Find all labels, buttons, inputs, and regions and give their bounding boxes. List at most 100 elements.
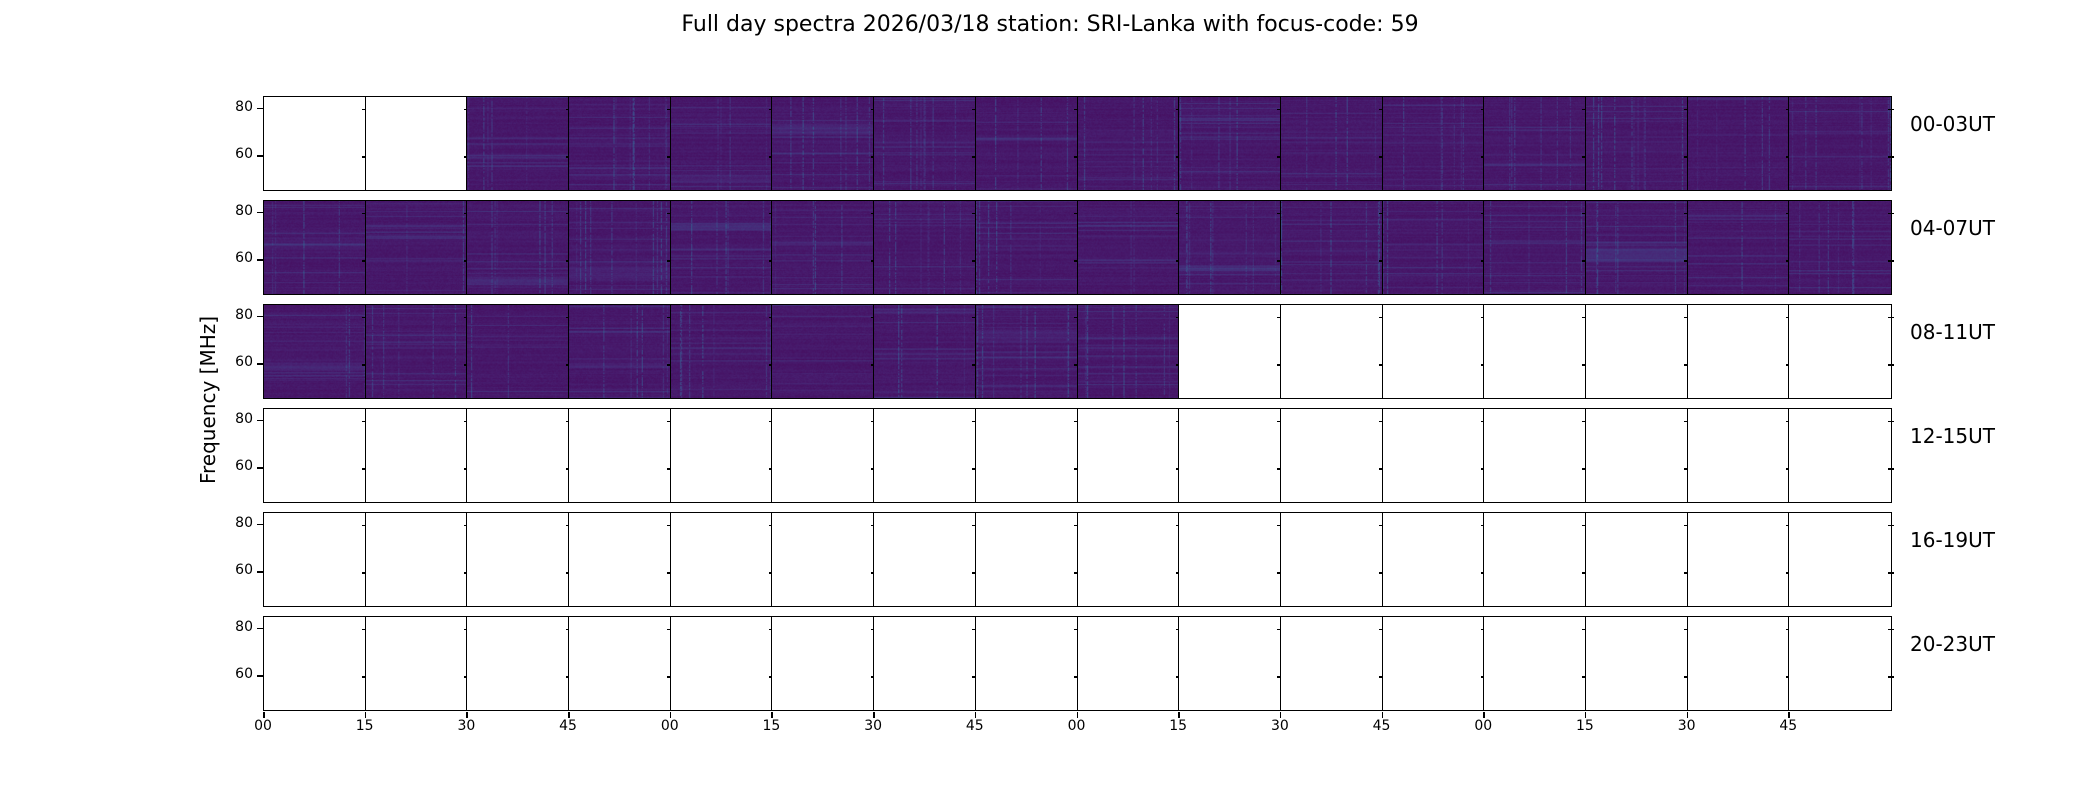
empty-panel bbox=[1076, 616, 1182, 711]
spectrogram-panel bbox=[771, 304, 877, 399]
panel-y-tick bbox=[1887, 524, 1894, 527]
y-tick bbox=[257, 467, 263, 469]
y-tick-label: 60 bbox=[235, 250, 253, 267]
panel-y-tick bbox=[1887, 572, 1894, 574]
spectrogram-image bbox=[772, 305, 874, 398]
y-tick-label: 60 bbox=[235, 354, 253, 371]
y-tick-label: 80 bbox=[235, 306, 253, 323]
y-tick-label: 60 bbox=[235, 562, 253, 579]
spectrogram-panel bbox=[974, 96, 1080, 191]
spectrogram-image bbox=[569, 305, 671, 398]
spectrogram-image bbox=[1789, 97, 1891, 190]
empty-panel bbox=[1076, 408, 1182, 503]
x-tick-label: 30 bbox=[457, 718, 476, 734]
spectrogram-panel bbox=[1178, 96, 1284, 191]
spectrogram-panel bbox=[1584, 200, 1691, 295]
empty-panel bbox=[771, 512, 877, 607]
x-tick-label: 15 bbox=[1576, 718, 1594, 734]
y-tick-label: 60 bbox=[235, 146, 253, 163]
spectrogram-panel bbox=[873, 304, 979, 399]
x-tick bbox=[1686, 712, 1689, 718]
empty-panel bbox=[1279, 304, 1386, 399]
spectrogram-panel bbox=[669, 96, 775, 191]
spectrogram-panel bbox=[1279, 200, 1386, 295]
x-tick-label: 00 bbox=[1474, 718, 1493, 734]
x-tick bbox=[771, 712, 773, 718]
empty-panel bbox=[1686, 408, 1792, 503]
empty-panel bbox=[1483, 408, 1589, 503]
spectrogram-panel bbox=[669, 200, 775, 295]
panel-y-tick bbox=[1887, 316, 1894, 319]
y-tick bbox=[257, 107, 263, 110]
empty-panel bbox=[1381, 304, 1487, 399]
y-tick bbox=[257, 419, 263, 422]
empty-panel bbox=[1279, 408, 1386, 503]
spectrogram-image bbox=[467, 305, 569, 398]
spectrogram-panel bbox=[1076, 304, 1182, 399]
empty-panel bbox=[1788, 408, 1894, 503]
spectrogram-panel bbox=[568, 304, 674, 399]
x-tick-label: 45 bbox=[559, 718, 577, 734]
spectrogram-panel bbox=[1381, 96, 1487, 191]
row-label: 16-19UT bbox=[1910, 528, 1995, 552]
empty-panel bbox=[1584, 616, 1691, 711]
y-tick bbox=[257, 627, 263, 630]
y-tick bbox=[257, 155, 263, 157]
x-tick-label: 00 bbox=[254, 718, 272, 734]
spectrogram-image bbox=[1484, 201, 1586, 294]
spectrogram-panel bbox=[1076, 200, 1182, 295]
spectrogram-panel bbox=[466, 96, 572, 191]
spectrogram-image bbox=[1585, 97, 1688, 190]
row-label: 00-03UT bbox=[1910, 112, 1995, 136]
empty-panel bbox=[1178, 304, 1284, 399]
spectrogram-image bbox=[1382, 201, 1484, 294]
x-tick-label: 00 bbox=[1067, 718, 1086, 734]
y-tick-label: 60 bbox=[235, 666, 253, 683]
empty-panel bbox=[1686, 616, 1792, 711]
empty-panel bbox=[263, 408, 369, 503]
y-tick bbox=[257, 523, 263, 526]
spectrogram-panel bbox=[1686, 96, 1792, 191]
y-tick bbox=[257, 363, 263, 365]
x-tick-label: 15 bbox=[355, 718, 374, 734]
empty-panel bbox=[974, 408, 1080, 503]
spectrogram-panel bbox=[263, 304, 369, 399]
x-tick bbox=[1279, 712, 1282, 718]
panel-y-tick bbox=[1887, 420, 1894, 423]
empty-panel bbox=[466, 512, 572, 607]
spectrogram-image bbox=[1077, 201, 1179, 294]
y-tick-label: 80 bbox=[235, 202, 253, 219]
x-tick-label: 45 bbox=[1372, 718, 1391, 734]
row-label: 04-07UT bbox=[1910, 216, 1995, 240]
y-axis-label: Frequency [MHz] bbox=[196, 315, 220, 485]
panel-y-tick bbox=[1887, 364, 1894, 366]
spectrogram-panel bbox=[771, 96, 877, 191]
empty-panel bbox=[1483, 512, 1589, 607]
x-tick bbox=[568, 712, 570, 718]
empty-panel bbox=[771, 616, 877, 711]
spectrogram-image bbox=[670, 201, 772, 294]
y-tick bbox=[257, 315, 263, 318]
spectrogram-image bbox=[365, 305, 467, 398]
spectrogram-panel bbox=[1279, 96, 1386, 191]
empty-panel bbox=[364, 616, 470, 711]
empty-panel bbox=[974, 616, 1080, 711]
spectrogram-panel bbox=[873, 96, 979, 191]
empty-panel bbox=[1584, 408, 1691, 503]
spectrogram-image bbox=[467, 97, 569, 190]
spectrogram-image bbox=[264, 201, 366, 294]
x-tick-label: 15 bbox=[762, 718, 781, 734]
spectrogram-panel bbox=[1483, 96, 1589, 191]
spectrogram-panel bbox=[364, 304, 470, 399]
empty-panel bbox=[1584, 304, 1691, 399]
x-tick bbox=[263, 712, 265, 718]
spectrogram-panel bbox=[263, 200, 369, 295]
empty-panel bbox=[873, 616, 979, 711]
x-tick-label: 30 bbox=[1270, 718, 1289, 734]
x-tick bbox=[1178, 712, 1180, 718]
spectrogram-panel bbox=[1788, 96, 1894, 191]
panel-y-tick bbox=[1887, 212, 1894, 215]
empty-panel bbox=[1279, 616, 1386, 711]
x-tick bbox=[669, 712, 672, 718]
empty-panel bbox=[568, 408, 674, 503]
